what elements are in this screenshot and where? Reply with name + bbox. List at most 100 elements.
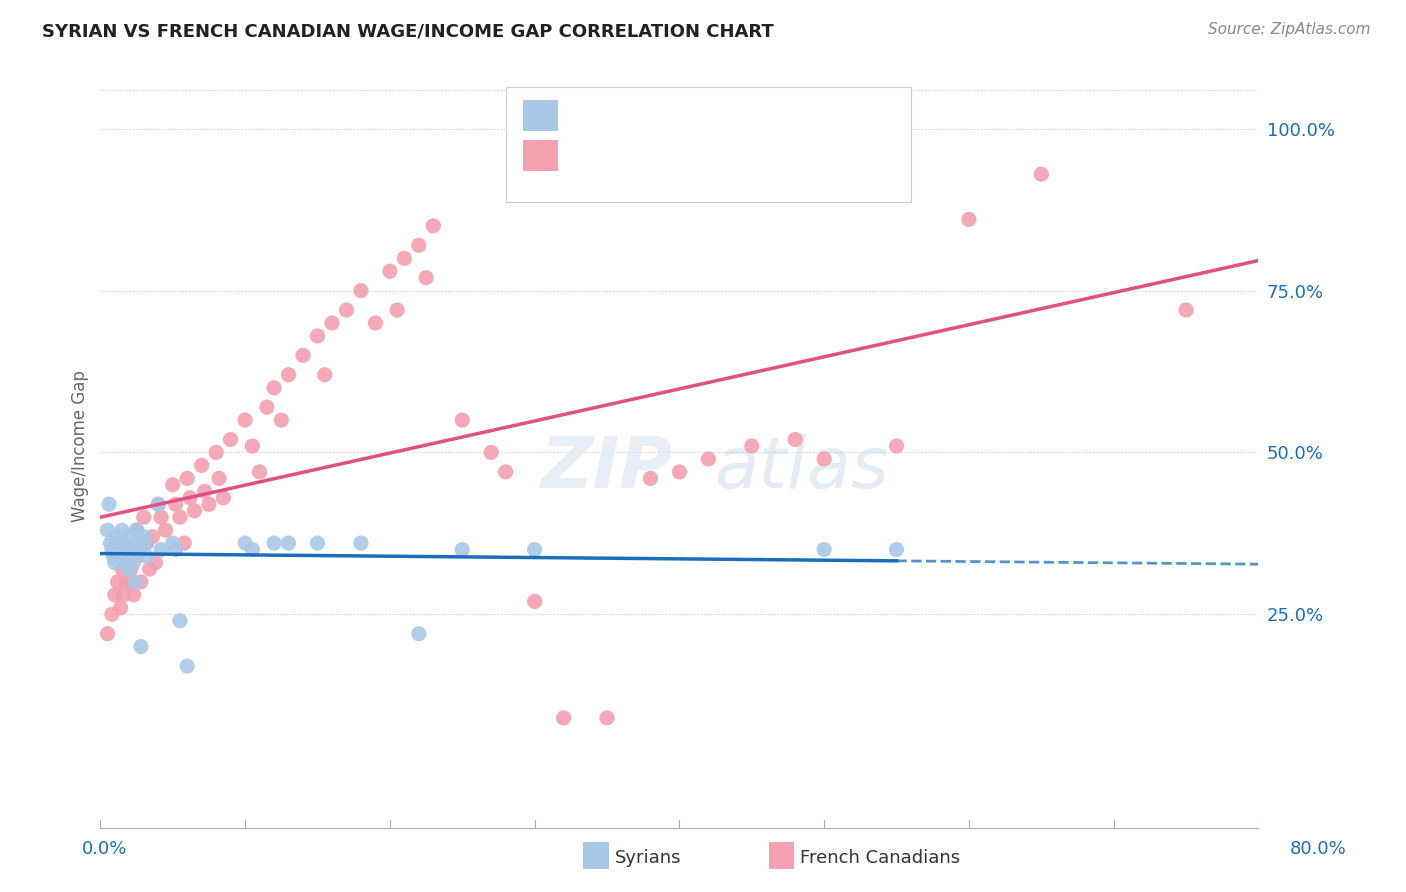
Point <box>176 471 198 485</box>
Point <box>394 252 416 266</box>
Text: SYRIAN VS FRENCH CANADIAN WAGE/INCOME GAP CORRELATION CHART: SYRIAN VS FRENCH CANADIAN WAGE/INCOME GA… <box>42 22 773 40</box>
Text: Syrians: Syrians <box>614 849 681 867</box>
Point <box>173 536 195 550</box>
Point <box>110 600 132 615</box>
Point <box>270 413 292 427</box>
Point <box>277 368 299 382</box>
Point <box>408 238 430 252</box>
Point <box>378 264 401 278</box>
Point <box>553 711 575 725</box>
Point <box>422 219 444 233</box>
Point <box>263 381 285 395</box>
Point <box>110 549 132 563</box>
Point <box>117 562 139 576</box>
Point <box>118 530 141 544</box>
Point <box>240 439 263 453</box>
Point <box>127 549 149 563</box>
Point <box>451 542 474 557</box>
Point <box>886 542 908 557</box>
Point <box>132 530 155 544</box>
Point <box>307 536 329 550</box>
Point <box>385 303 408 318</box>
Point <box>240 542 263 557</box>
Point <box>205 445 228 459</box>
Point <box>408 626 430 640</box>
Point <box>120 562 142 576</box>
Point <box>451 413 474 427</box>
Point <box>277 536 299 550</box>
Point <box>135 549 157 563</box>
FancyBboxPatch shape <box>506 87 911 202</box>
Point <box>107 536 129 550</box>
Point <box>104 588 127 602</box>
Point <box>350 536 373 550</box>
Point <box>125 523 148 537</box>
Point <box>122 556 145 570</box>
Point <box>479 445 502 459</box>
Point <box>150 542 173 557</box>
Point <box>111 562 134 576</box>
Point <box>98 497 121 511</box>
Point <box>132 510 155 524</box>
Point <box>162 536 184 550</box>
Point <box>148 497 170 511</box>
Point <box>108 542 131 557</box>
Point <box>1031 167 1053 181</box>
Point <box>190 458 212 473</box>
Point <box>219 433 242 447</box>
Point <box>335 303 357 318</box>
Point <box>523 594 546 608</box>
Point <box>741 439 763 453</box>
Point <box>208 471 231 485</box>
Point <box>143 556 166 570</box>
Point <box>148 497 170 511</box>
Text: French Canadians: French Canadians <box>800 849 960 867</box>
Point <box>176 659 198 673</box>
Point <box>1175 303 1198 318</box>
Bar <box>523 100 558 130</box>
Point <box>120 542 142 557</box>
Point <box>321 316 343 330</box>
Point <box>495 465 517 479</box>
Point <box>134 536 156 550</box>
Text: R =  0.466   N = 73: R = 0.466 N = 73 <box>572 146 763 165</box>
Point <box>115 574 138 589</box>
Point <box>813 452 835 467</box>
Point <box>138 562 160 576</box>
Point <box>129 640 152 654</box>
Point <box>104 556 127 570</box>
Point <box>141 530 163 544</box>
Point <box>165 497 187 511</box>
Point <box>169 614 191 628</box>
Point <box>596 711 619 725</box>
Point <box>785 433 807 447</box>
Point <box>101 607 124 622</box>
Point <box>249 465 271 479</box>
Point <box>124 574 146 589</box>
Point <box>813 542 835 557</box>
Point <box>121 549 143 563</box>
Point <box>125 523 148 537</box>
Point <box>135 536 157 550</box>
Point <box>155 523 177 537</box>
Point <box>150 510 173 524</box>
Point <box>97 626 120 640</box>
Point <box>212 491 235 505</box>
Point <box>122 588 145 602</box>
Point <box>364 316 387 330</box>
Point <box>114 542 136 557</box>
Point <box>162 478 184 492</box>
Point <box>194 484 217 499</box>
Text: R = -0.081   N = 44: R = -0.081 N = 44 <box>572 106 763 125</box>
Point <box>314 368 336 382</box>
Point <box>169 510 191 524</box>
Point <box>97 523 120 537</box>
Text: atlas: atlas <box>714 434 889 503</box>
Text: 0.0%: 0.0% <box>82 840 127 858</box>
Point <box>415 270 437 285</box>
Point <box>886 439 908 453</box>
Point <box>697 452 720 467</box>
Bar <box>523 140 558 171</box>
Point <box>112 536 135 550</box>
Point <box>129 574 152 589</box>
